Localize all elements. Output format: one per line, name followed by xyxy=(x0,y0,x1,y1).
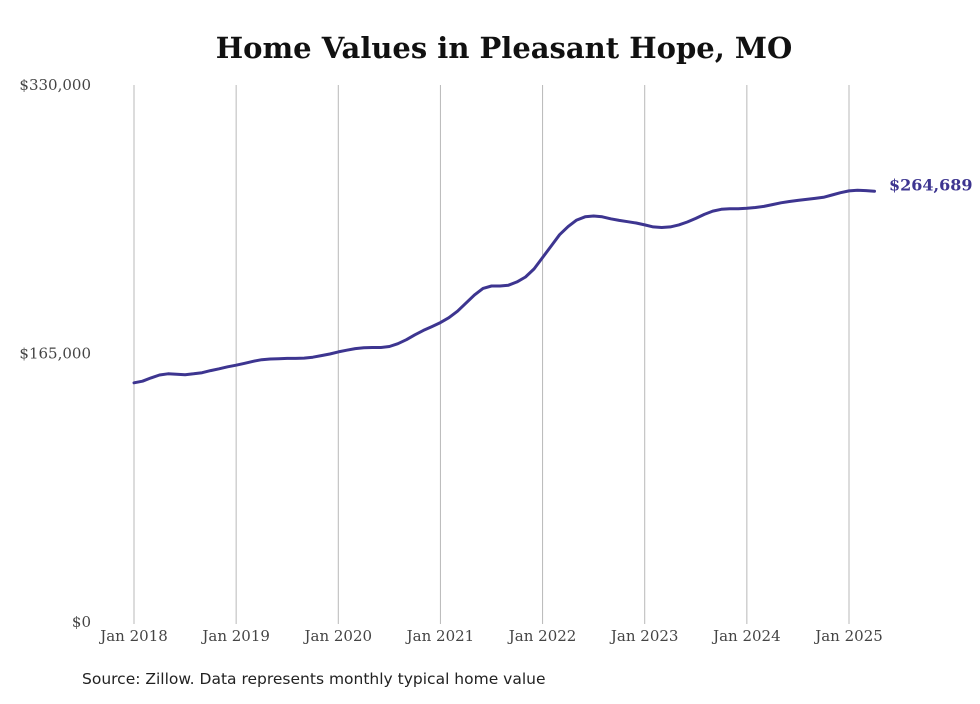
series xyxy=(132,188,876,385)
gridlines xyxy=(133,85,850,624)
x-tick-label: Jan 2024 xyxy=(711,627,781,645)
end-value-label: $264,689 xyxy=(889,175,973,194)
source-note: Source: Zillow. Data represents monthly … xyxy=(82,670,546,688)
y-tick-label: $0 xyxy=(72,613,91,631)
x-tick-label: Jan 2020 xyxy=(303,627,373,645)
chart-title: Home Values in Pleasant Hope, MO xyxy=(216,31,793,65)
y-tick-label: $330,000 xyxy=(19,76,91,94)
x-tick-label: Jan 2018 xyxy=(98,627,168,645)
x-tick-label: Jan 2023 xyxy=(609,627,679,645)
x-tick-label: Jan 2022 xyxy=(507,627,577,645)
series-line xyxy=(132,188,876,385)
x-axis-ticks: Jan 2018 Jan 2019 Jan 2020 Jan 2021 Jan 2022… xyxy=(98,627,883,645)
x-tick-label: Jan 2021 xyxy=(405,627,475,645)
y-tick-label: $165,000 xyxy=(19,345,91,363)
y-axis-ticks: $0 $165,000 $330,000 xyxy=(19,76,91,631)
x-tick-label: Jan 2025 xyxy=(813,627,883,645)
x-tick-label: Jan 2019 xyxy=(200,627,270,645)
